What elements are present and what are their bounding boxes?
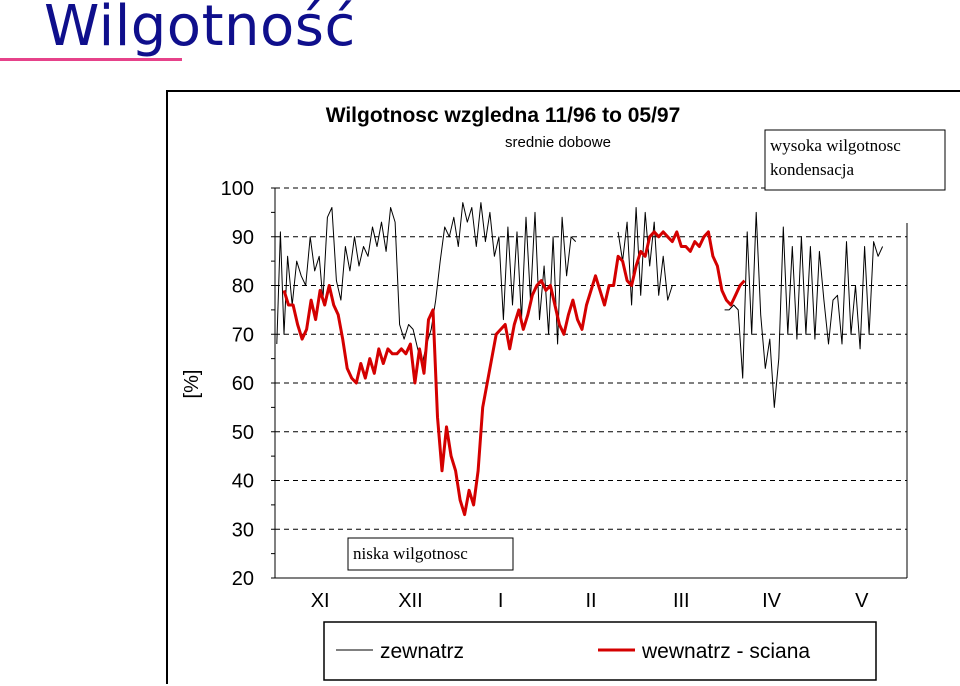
y-tick-40: 40 xyxy=(232,471,254,493)
annotation-high-line2: kondensacja xyxy=(770,160,854,179)
y-tick-labels: 20 30 40 50 60 70 80 90 100 xyxy=(221,178,254,590)
x-tick-XI: XI xyxy=(311,590,330,612)
series-zewnatrz-segment-1 xyxy=(617,207,673,306)
x-tick-V: V xyxy=(855,590,869,612)
legend-item-wewnatrz: wewnatrz - sciana xyxy=(641,640,810,663)
y-tick-30: 30 xyxy=(232,519,254,541)
series-zewnatrz-segment-2 xyxy=(724,211,884,408)
chart-canvas: Wilgotnosc wzgledna 11/96 to 05/97 sredn… xyxy=(181,104,946,681)
x-tick-IV: IV xyxy=(762,590,782,612)
x-tick-I: I xyxy=(498,590,504,612)
y-axis-label: [%] xyxy=(181,370,203,399)
y-tick-60: 60 xyxy=(232,373,254,395)
legend: zewnatrz wewnatrz - sciana xyxy=(323,621,877,681)
annotation-high: wysoka wilgotnosc kondensacja xyxy=(764,129,946,191)
x-tick-III: III xyxy=(673,590,690,612)
y-tick-80: 80 xyxy=(232,276,254,298)
annotation-low-text: niska wilgotnosc xyxy=(353,544,468,563)
title-underline xyxy=(0,58,182,61)
y-tick-90: 90 xyxy=(232,227,254,249)
gridlines xyxy=(271,187,908,579)
chart-title: Wilgotnosc wzgledna 11/96 to 05/97 xyxy=(326,104,681,127)
x-tick-XII: XII xyxy=(398,590,422,612)
series-lines xyxy=(276,202,884,517)
chart-subtitle: srednie dobowe xyxy=(505,134,611,151)
annotation-low: niska wilgotnosc xyxy=(347,537,514,571)
y-tick-100: 100 xyxy=(221,178,254,200)
chart-figure: Wilgotnosc wzgledna 11/96 to 05/97 sredn… xyxy=(166,90,960,684)
slide-title: Wilgotność xyxy=(44,0,356,59)
legend-item-zewnatrz: zewnatrz xyxy=(380,640,464,663)
annotation-high-line1: wysoka wilgotnosc xyxy=(770,136,901,155)
series-wewnatrz-segment-0 xyxy=(282,230,746,517)
y-tick-50: 50 xyxy=(232,422,254,444)
x-tick-II: II xyxy=(585,590,596,612)
x-tick-labels: XI XII I II III IV V xyxy=(311,590,869,612)
y-tick-20: 20 xyxy=(232,568,254,590)
y-tick-70: 70 xyxy=(232,324,254,346)
